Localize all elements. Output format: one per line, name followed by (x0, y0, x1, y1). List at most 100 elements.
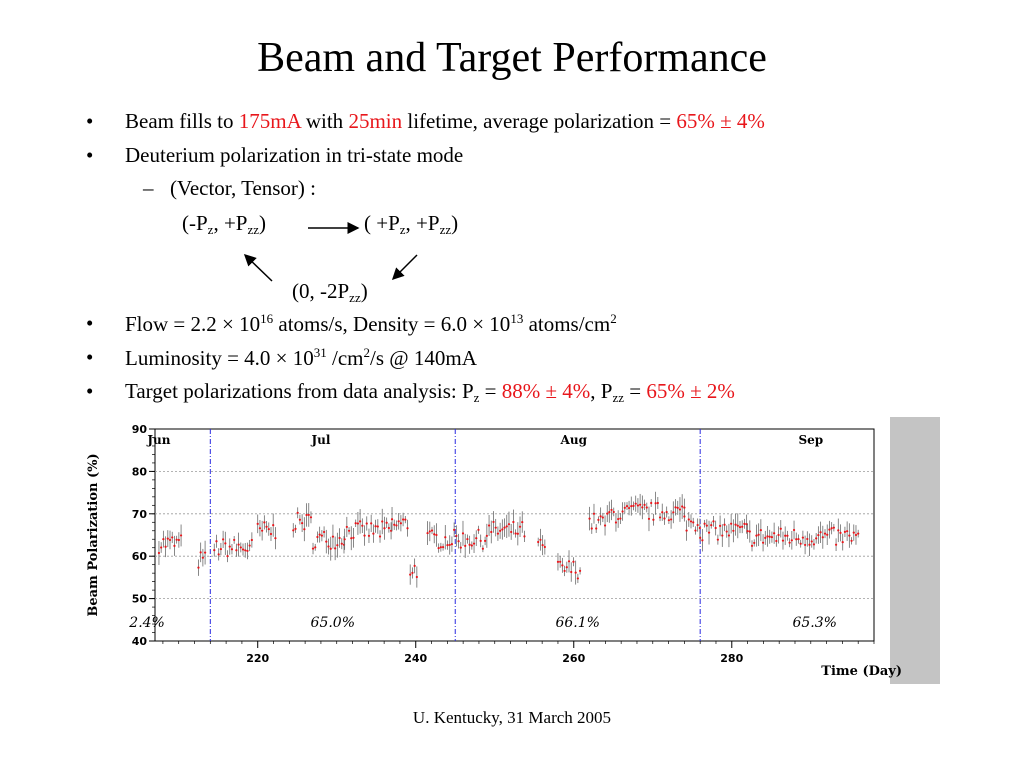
exponent: 13 (510, 311, 524, 326)
x-tick-label: 280 (720, 652, 743, 665)
data-point (481, 547, 484, 550)
data-point (466, 537, 469, 541)
subscript: zz (349, 290, 361, 305)
data-point (157, 551, 161, 555)
text: atoms/cm (523, 312, 611, 336)
data-point (647, 517, 651, 520)
pzz-value: 65% ± 2% (646, 379, 735, 403)
x-axis-title: Time (Day) (821, 664, 902, 679)
period-average-label: 65.3% (792, 615, 836, 631)
text: ( +P (364, 211, 400, 235)
data-point (623, 506, 626, 509)
data-point (768, 535, 771, 538)
plot-frame (154, 428, 875, 642)
data-point (340, 542, 343, 545)
subscript: z (399, 222, 406, 237)
text: lifetime, average polarization = (402, 109, 677, 133)
text: ) (360, 279, 368, 303)
data-point (166, 537, 169, 540)
data-point (318, 533, 321, 536)
data-point (705, 524, 708, 527)
data-point (343, 538, 346, 541)
data-point (721, 534, 724, 537)
data-point (812, 543, 816, 546)
data-point (406, 527, 409, 530)
data-point (435, 533, 438, 537)
data-point (641, 506, 644, 509)
data-point (681, 505, 684, 508)
data-point (779, 527, 782, 530)
data-point (444, 536, 447, 539)
data-point (823, 532, 827, 535)
month-label: Jun (146, 433, 170, 447)
data-point (610, 508, 613, 512)
data-point (625, 504, 629, 508)
data-point (543, 545, 546, 549)
data-point (741, 525, 744, 528)
data-point (839, 531, 842, 534)
data-point (563, 569, 566, 573)
bullet-marker: • (86, 109, 94, 133)
data-point (732, 529, 735, 532)
data-point (292, 529, 295, 532)
data-point (173, 544, 176, 547)
data-point (325, 540, 328, 543)
data-point (457, 540, 460, 543)
x-tick-label: 220 (246, 652, 269, 665)
y-tick-label: 50 (132, 593, 148, 606)
y-tick-label: 60 (132, 550, 148, 563)
data-point (329, 547, 332, 550)
data-point (541, 544, 544, 547)
data-point (461, 532, 465, 535)
data-point (426, 531, 429, 535)
data-point (727, 534, 731, 537)
data-point (743, 522, 746, 525)
data-point (599, 515, 602, 518)
data-point (479, 539, 482, 542)
data-point (274, 537, 277, 540)
data-point (503, 526, 506, 529)
data-point (570, 570, 573, 574)
data-point (761, 541, 765, 544)
data-point (361, 524, 364, 527)
data-point (448, 543, 451, 547)
y-tick-label: 90 (132, 423, 148, 436)
state-1: (-Pz, +Pzz) (182, 211, 266, 238)
data-point (601, 516, 604, 519)
data-point (409, 573, 412, 576)
data-point (390, 518, 394, 521)
data-point (627, 506, 631, 510)
data-point (179, 534, 183, 537)
data-point (612, 510, 615, 514)
data-point (378, 535, 382, 538)
data-point (738, 526, 742, 529)
data-point (512, 520, 515, 524)
text: with (300, 109, 349, 133)
data-point (617, 517, 620, 521)
data-point (559, 560, 562, 563)
data-point (241, 548, 245, 551)
state-arrows (243, 222, 418, 282)
data-point (848, 534, 851, 537)
text: , P (590, 379, 613, 403)
subscript: z (207, 222, 214, 237)
data-point (692, 521, 695, 524)
data-point (492, 520, 495, 524)
data-point (665, 510, 668, 514)
data-point (437, 546, 440, 550)
data-point (817, 533, 820, 537)
data-point (521, 520, 524, 524)
data-point (846, 530, 849, 533)
data-point (459, 546, 462, 549)
data-point (228, 545, 231, 548)
y-tick-label: 70 (132, 508, 148, 521)
data-point (689, 520, 693, 523)
data-point (806, 537, 809, 541)
data-point (490, 530, 493, 534)
data-point (439, 546, 442, 549)
lifetime-value: 25min (348, 109, 403, 133)
data-point (632, 504, 635, 507)
data-point (621, 510, 624, 513)
data-point (385, 521, 388, 524)
data-point (636, 504, 640, 507)
